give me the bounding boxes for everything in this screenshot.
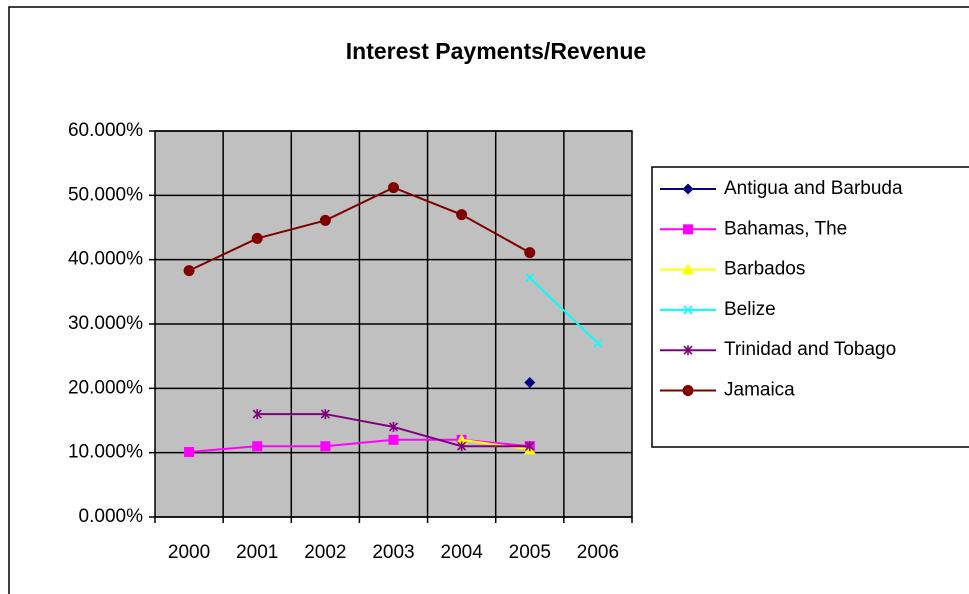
marker-shape bbox=[525, 273, 535, 283]
marker bbox=[457, 441, 467, 452]
x-tick-label: 2001 bbox=[236, 542, 278, 563]
y-tick-label: 30.000% bbox=[68, 313, 143, 334]
marker bbox=[388, 421, 399, 432]
marker-shape bbox=[252, 409, 262, 420]
marker bbox=[319, 214, 331, 226]
marker bbox=[593, 338, 603, 348]
marker bbox=[251, 232, 263, 244]
marker-shape bbox=[524, 377, 536, 389]
marker bbox=[184, 447, 195, 458]
marker-shape bbox=[682, 183, 694, 195]
y-tick-label: 40.000% bbox=[68, 249, 143, 270]
marker bbox=[388, 182, 399, 194]
legend-label: Jamaica bbox=[724, 380, 795, 401]
marker bbox=[524, 247, 536, 259]
marker-shape bbox=[251, 232, 263, 244]
marker-shape bbox=[320, 441, 331, 452]
x-tick-label: 2006 bbox=[577, 542, 619, 563]
marker-shape bbox=[183, 265, 195, 277]
x-tick-label: 2003 bbox=[372, 542, 414, 563]
marker-shape bbox=[252, 441, 263, 452]
marker bbox=[682, 385, 694, 396]
marker-shape bbox=[682, 263, 694, 275]
marker bbox=[320, 409, 330, 420]
marker-shape bbox=[388, 182, 399, 194]
marker bbox=[456, 209, 468, 221]
marker-shape bbox=[457, 441, 467, 452]
marker-shape bbox=[388, 434, 399, 445]
marker bbox=[525, 441, 535, 452]
legend-label: Antigua and Barbuda bbox=[724, 178, 903, 199]
series-line bbox=[529, 276, 599, 345]
marker-shape bbox=[456, 209, 468, 221]
marker bbox=[683, 345, 693, 356]
x-tick-label: 2000 bbox=[168, 542, 210, 563]
y-tick-label: 0.000% bbox=[79, 506, 144, 527]
chart-title: Interest Payments/Revenue bbox=[346, 38, 646, 64]
marker bbox=[252, 409, 262, 420]
marker-shape bbox=[683, 345, 693, 356]
marker-shape bbox=[683, 305, 693, 315]
marker bbox=[524, 377, 536, 389]
marker-shape bbox=[593, 338, 603, 348]
y-tick-label: 10.000% bbox=[68, 442, 143, 463]
marker bbox=[683, 305, 693, 315]
x-tick-label: 2002 bbox=[304, 542, 346, 563]
y-tick-label: 20.000% bbox=[68, 377, 143, 398]
legend-box bbox=[651, 166, 969, 448]
marker bbox=[525, 273, 535, 283]
marker bbox=[252, 441, 263, 452]
series-line bbox=[188, 186, 531, 272]
marker bbox=[682, 263, 694, 275]
marker bbox=[455, 433, 468, 445]
legend-label: Trinidad and Tobago bbox=[724, 339, 896, 360]
marker-shape bbox=[319, 214, 331, 226]
marker-shape bbox=[184, 447, 195, 458]
marker-shape bbox=[455, 433, 468, 445]
series-line bbox=[461, 438, 530, 451]
marker bbox=[388, 434, 399, 445]
marker bbox=[183, 265, 195, 277]
legend-label: Bahamas, The bbox=[724, 218, 847, 239]
marker bbox=[683, 224, 693, 235]
plot-border bbox=[154, 130, 633, 518]
marker-shape bbox=[524, 247, 536, 259]
marker-shape bbox=[525, 441, 535, 452]
y-tick-label: 60.000% bbox=[68, 120, 143, 141]
marker-shape bbox=[682, 385, 694, 396]
marker bbox=[320, 441, 331, 452]
marker-shape bbox=[388, 421, 399, 432]
x-tick-label: 2005 bbox=[509, 542, 551, 563]
x-tick-label: 2004 bbox=[441, 542, 484, 563]
y-tick-label: 50.000% bbox=[68, 184, 143, 205]
legend-label: Barbados bbox=[724, 259, 805, 280]
marker-shape bbox=[320, 409, 330, 420]
marker bbox=[682, 183, 694, 195]
marker-shape bbox=[683, 224, 693, 235]
legend-label: Belize bbox=[724, 299, 776, 320]
